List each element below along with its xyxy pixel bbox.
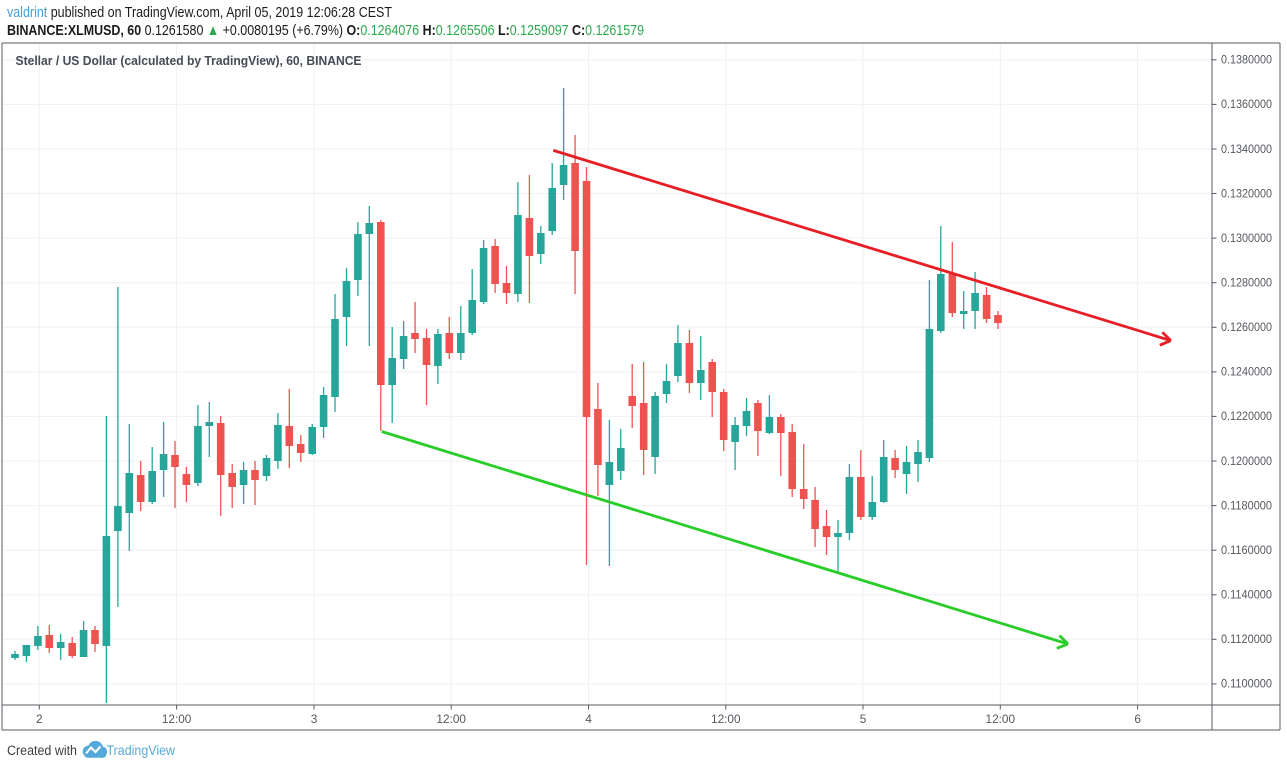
svg-text:0.1200000: 0.1200000 xyxy=(1221,456,1272,468)
svg-text:Created with: Created with xyxy=(7,743,77,758)
svg-text:0.1280000: 0.1280000 xyxy=(1221,278,1272,290)
svg-text:0.1340000: 0.1340000 xyxy=(1221,144,1272,156)
svg-text:0.1140000: 0.1140000 xyxy=(1221,590,1272,602)
svg-text:3: 3 xyxy=(311,712,318,726)
svg-text:0.1160000: 0.1160000 xyxy=(1221,545,1272,557)
svg-text:4: 4 xyxy=(585,712,592,726)
svg-text:BINANCE:XLMUSD, 60 0.1261580: BINANCE:XLMUSD, 60 0.1261580 ▲ +0.008019… xyxy=(7,22,644,39)
svg-text:Stellar / US Dollar (calculate: Stellar / US Dollar (calculated by Tradi… xyxy=(16,53,362,68)
svg-text:0.1300000: 0.1300000 xyxy=(1221,233,1272,245)
svg-text:12:00: 12:00 xyxy=(711,712,741,726)
svg-text:5: 5 xyxy=(860,712,867,726)
svg-text:0.1360000: 0.1360000 xyxy=(1221,99,1272,111)
svg-text:2: 2 xyxy=(36,712,43,726)
svg-text:0.1380000: 0.1380000 xyxy=(1221,55,1272,67)
svg-text:12:00: 12:00 xyxy=(436,712,466,726)
svg-text:0.1220000: 0.1220000 xyxy=(1221,411,1272,423)
svg-text:6: 6 xyxy=(1134,712,1141,726)
svg-text:0.1320000: 0.1320000 xyxy=(1221,188,1272,200)
svg-text:0.1180000: 0.1180000 xyxy=(1221,500,1272,512)
svg-text:TradingView: TradingView xyxy=(107,742,176,758)
svg-text:12:00: 12:00 xyxy=(986,712,1016,726)
svg-text:valdrint published on TradingV: valdrint published on TradingView.com, A… xyxy=(7,4,392,21)
svg-text:12:00: 12:00 xyxy=(162,712,192,726)
svg-text:0.1100000: 0.1100000 xyxy=(1221,679,1272,691)
svg-text:0.1260000: 0.1260000 xyxy=(1221,322,1272,334)
svg-text:0.1240000: 0.1240000 xyxy=(1221,367,1272,379)
svg-text:0.1120000: 0.1120000 xyxy=(1221,634,1272,646)
